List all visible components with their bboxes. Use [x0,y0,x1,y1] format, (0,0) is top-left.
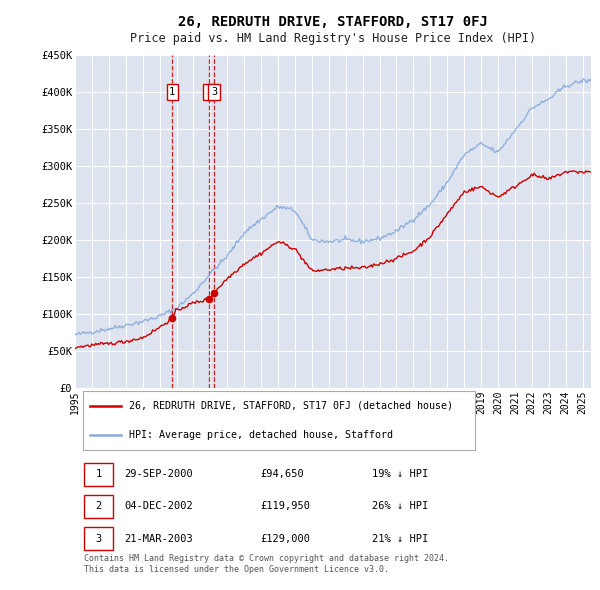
FancyBboxPatch shape [83,391,475,450]
Text: Contains HM Land Registry data © Crown copyright and database right 2024.
This d: Contains HM Land Registry data © Crown c… [84,554,449,573]
Text: 04-DEC-2002: 04-DEC-2002 [124,502,193,512]
Text: 1: 1 [169,87,175,97]
Text: Price paid vs. HM Land Registry's House Price Index (HPI): Price paid vs. HM Land Registry's House … [130,32,536,45]
Text: £129,000: £129,000 [261,534,311,544]
FancyBboxPatch shape [84,495,113,518]
Text: 21-MAR-2003: 21-MAR-2003 [124,534,193,544]
FancyBboxPatch shape [84,527,113,550]
Text: 26, REDRUTH DRIVE, STAFFORD, ST17 0FJ (detached house): 26, REDRUTH DRIVE, STAFFORD, ST17 0FJ (d… [129,401,453,411]
Text: £119,950: £119,950 [261,502,311,512]
FancyBboxPatch shape [84,463,113,486]
Text: 26% ↓ HPI: 26% ↓ HPI [372,502,428,512]
Text: 19% ↓ HPI: 19% ↓ HPI [372,469,428,479]
Text: 3: 3 [95,534,101,544]
Text: 2: 2 [206,87,212,97]
Text: £94,650: £94,650 [261,469,305,479]
Text: 26, REDRUTH DRIVE, STAFFORD, ST17 0FJ: 26, REDRUTH DRIVE, STAFFORD, ST17 0FJ [178,15,488,29]
Text: 1: 1 [95,469,101,479]
Text: 21% ↓ HPI: 21% ↓ HPI [372,534,428,544]
Text: HPI: Average price, detached house, Stafford: HPI: Average price, detached house, Staf… [129,430,393,440]
Text: 3: 3 [211,87,217,97]
Text: 2: 2 [95,502,101,512]
Text: 29-SEP-2000: 29-SEP-2000 [124,469,193,479]
